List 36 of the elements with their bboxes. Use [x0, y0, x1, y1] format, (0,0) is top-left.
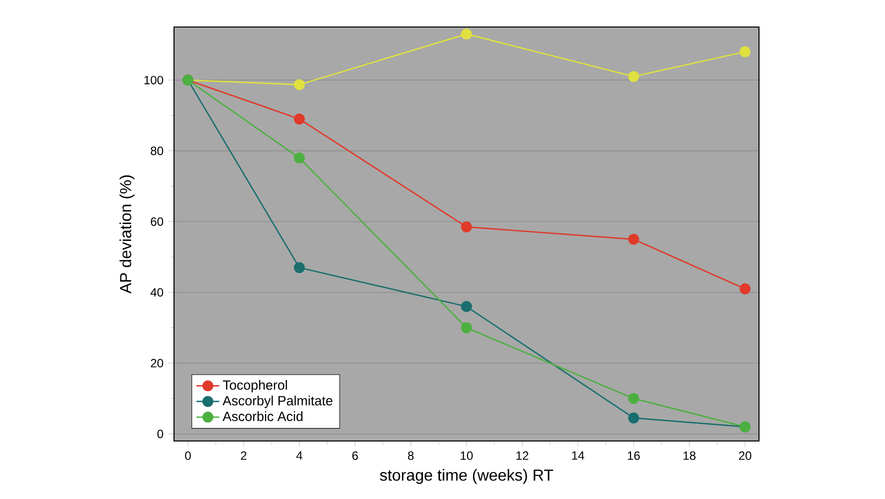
x-tick-label: 16	[628, 451, 640, 460]
x-tick-label: 0	[185, 451, 191, 460]
x-tick-label: 2	[240, 451, 246, 460]
x-tick-label: 6	[352, 451, 358, 460]
point	[294, 152, 305, 164]
y-tick-label: 60	[150, 217, 164, 226]
point	[740, 46, 751, 58]
legend-label: Ascorbyl Palmitate	[222, 396, 332, 408]
x-tick-label: 12	[516, 451, 528, 460]
y-tick-label: 80	[150, 146, 164, 156]
point	[740, 283, 751, 294]
x-tick-label: 20	[739, 451, 752, 460]
x-tick-label: 8	[408, 451, 414, 460]
legend-label: Tocopherol	[222, 380, 287, 392]
point	[294, 262, 305, 274]
y-tick-label: 100	[144, 76, 164, 84]
point	[628, 393, 640, 404]
x-axis-title: storage time (weeks) RT	[380, 469, 554, 484]
point	[628, 71, 640, 82]
legend-label: Ascorbic Acid	[222, 411, 302, 422]
point	[294, 114, 305, 124]
x-tick-label: 4	[296, 451, 302, 460]
y-tick-label: 0	[157, 430, 164, 438]
point	[461, 301, 472, 312]
point	[461, 322, 472, 334]
y-tick-label: 20	[150, 358, 164, 368]
x-tick-label: 10	[460, 451, 473, 460]
point	[461, 221, 472, 232]
point	[461, 28, 472, 40]
point	[628, 412, 640, 424]
x-tick-label: 14	[572, 451, 584, 460]
point	[628, 234, 640, 245]
y-tick-label: 40	[150, 288, 164, 297]
y-axis-title: AP deviation (%)	[120, 175, 134, 294]
x-tick-label: 18	[684, 451, 696, 460]
point	[294, 79, 305, 90]
